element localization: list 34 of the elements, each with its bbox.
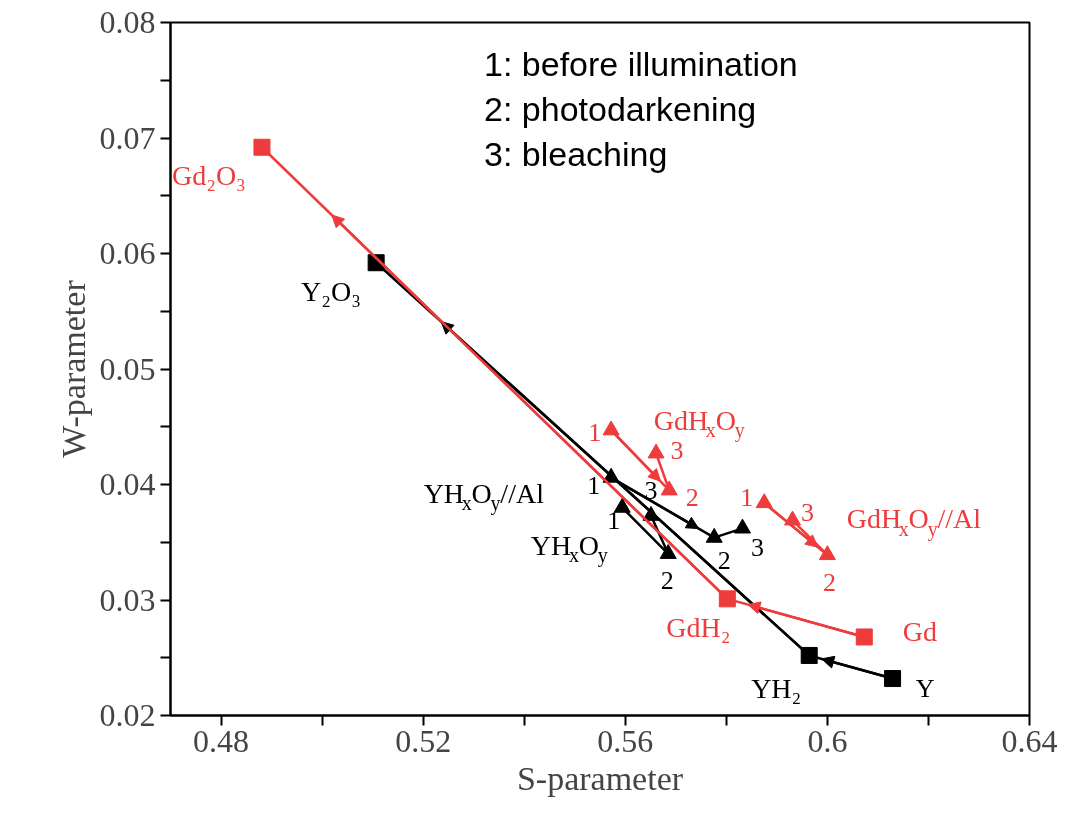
- annotation: 1: [607, 506, 621, 536]
- annotation: 2: [685, 482, 699, 512]
- y-tick-label: 0.04: [99, 466, 156, 502]
- y-tick-label: 0.03: [99, 581, 156, 618]
- annotation: 2: [822, 568, 836, 598]
- annotation: 1: [587, 471, 601, 501]
- annotation: Y: [915, 674, 935, 704]
- x-tick-label: 0.48: [193, 722, 250, 759]
- y-tick-label: 0.02: [99, 697, 156, 733]
- annotation: 3: bleaching: [484, 135, 668, 174]
- annotation: 1: [740, 483, 754, 513]
- annotation: 2: [660, 566, 674, 596]
- annotation: 3: [670, 435, 684, 465]
- annotation: 1: before illumination: [484, 45, 798, 84]
- x-tick-label: 0.52: [395, 722, 452, 759]
- annotation: 2: photodarkening: [484, 90, 757, 129]
- y-tick-label: 0.06: [99, 235, 156, 271]
- annotation: 3: [801, 497, 815, 527]
- annotation: Gd₂O₃: [171, 159, 246, 191]
- y-tick-label: 0.05: [99, 350, 156, 387]
- annotation: 1: [588, 417, 602, 447]
- annotation: Y₂O₃: [301, 276, 362, 308]
- y-axis-title: W-parameter: [54, 279, 92, 458]
- annotation: GdH₂: [666, 612, 731, 644]
- y-tick-label: 0.08: [99, 4, 156, 40]
- annotation: 2: [717, 546, 731, 576]
- annotation: 3: [750, 532, 764, 562]
- annotation: YH₂: [751, 672, 802, 704]
- y-tick-label: 0.07: [99, 119, 156, 156]
- x-tick-label: 0.56: [597, 722, 654, 759]
- annotation: Gd: [902, 616, 937, 648]
- x-tick-label: 0.64: [1001, 722, 1058, 759]
- x-tick-label: 0.6: [807, 722, 848, 759]
- x-axis-title: S-parameter: [516, 759, 684, 797]
